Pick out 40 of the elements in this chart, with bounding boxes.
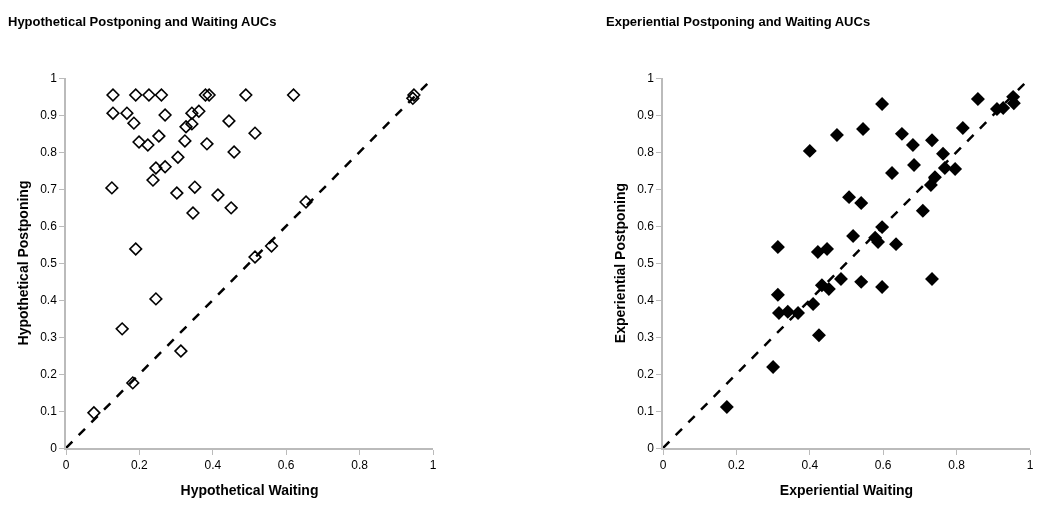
y-tick-label: 0.3 [40, 330, 58, 345]
chart-title: Hypothetical Postponing and Waiting AUCs [8, 14, 277, 29]
x-tick-label: 0.4 [801, 458, 819, 473]
y-tick-label: 0 [50, 441, 58, 456]
y-tick-label: 1 [647, 71, 655, 86]
x-tick-label: 0 [659, 458, 667, 473]
y-tick-label: 0.6 [637, 219, 655, 234]
y-tick-label: 0.5 [637, 256, 655, 271]
y-tick-label: 0.9 [637, 108, 655, 123]
x-tick-label: 0.8 [351, 458, 369, 473]
y-tick-label: 0.2 [637, 367, 655, 382]
y-tick-label: 0.4 [637, 293, 655, 308]
x-tick-label: 1 [429, 458, 437, 473]
x-tick-label: 0.2 [728, 458, 746, 473]
y-tick-label: 0.8 [637, 145, 655, 160]
y-tick-label: 0.4 [40, 293, 58, 308]
y-tick-label: 0.7 [40, 182, 58, 197]
y-tick-label: 0.5 [40, 256, 58, 271]
y-tick-label: 0.2 [40, 367, 58, 382]
y-tick-label: 0.6 [40, 219, 58, 234]
y-axis-title: Experiential Postponing [612, 182, 629, 344]
x-tick-label: 0.2 [131, 458, 149, 473]
x-tick-label: 1 [1026, 458, 1034, 473]
y-tick-label: 0.8 [40, 145, 58, 160]
chart-title: Experiential Postponing and Waiting AUCs [606, 14, 871, 29]
x-axis-title: Experiential Waiting [779, 481, 914, 498]
y-tick-label: 0 [647, 441, 655, 456]
x-tick-label: 0.6 [277, 458, 295, 473]
y-axis-title: Hypothetical Postponing [15, 180, 32, 346]
y-tick-label: 0.1 [637, 404, 655, 419]
y-tick-label: 1 [50, 71, 58, 86]
y-tick-label: 0.9 [40, 108, 58, 123]
y-tick-label: 0.1 [40, 404, 58, 419]
x-tick-label: 0.6 [874, 458, 892, 473]
y-tick-label: 0.7 [637, 182, 655, 197]
y-tick-label: 0.3 [637, 330, 655, 345]
x-axis-title: Hypothetical Waiting [180, 481, 319, 498]
x-tick-label: 0.4 [204, 458, 222, 473]
x-tick-label: 0 [62, 458, 70, 473]
x-tick-label: 0.8 [948, 458, 966, 473]
